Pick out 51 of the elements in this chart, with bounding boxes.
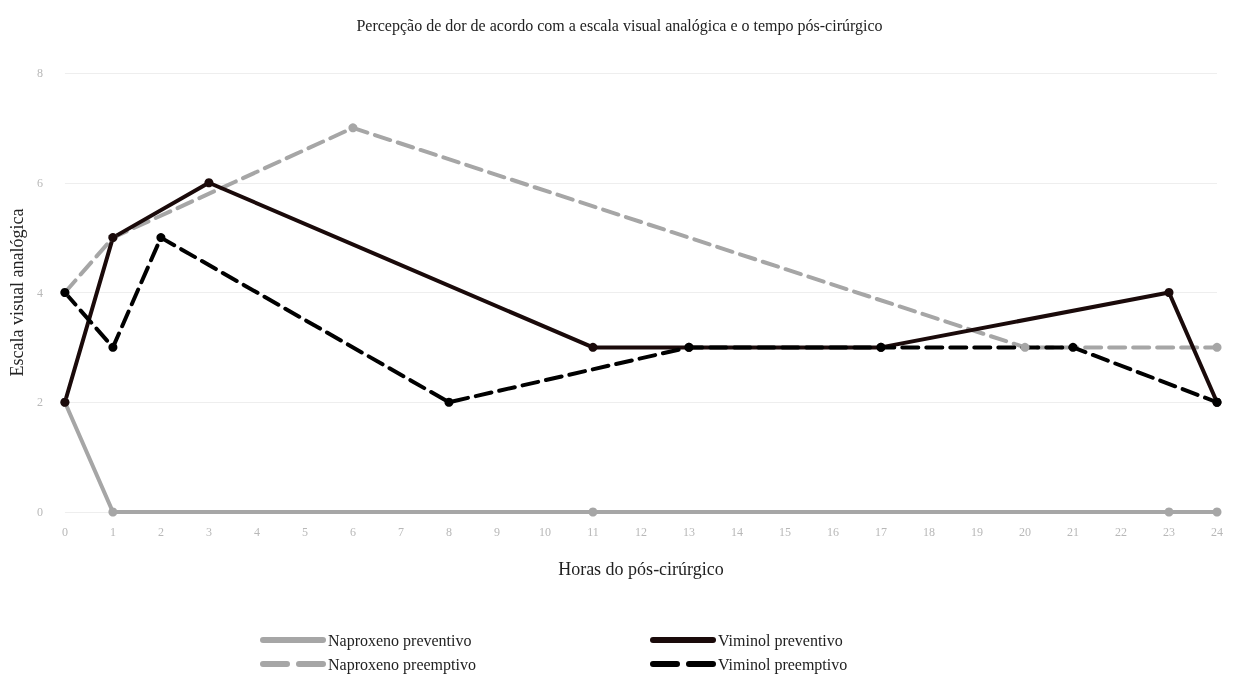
x-tick-label: 14 bbox=[730, 525, 743, 539]
x-tick-label: 22 bbox=[1114, 525, 1127, 539]
x-tick-label: 13 bbox=[682, 525, 695, 539]
x-tick-label: 0 bbox=[61, 525, 68, 539]
x-tick-label: 24 bbox=[1211, 525, 1223, 539]
x-tick-label: 23 bbox=[1163, 525, 1175, 539]
x-tick-label: 7 bbox=[397, 525, 404, 539]
x-tick-label: 8 bbox=[445, 525, 452, 539]
point bbox=[1164, 288, 1174, 297]
x-tick-label: 18 bbox=[922, 525, 935, 539]
x-tick-label: 17 bbox=[874, 525, 887, 539]
x-tick-label: 3 bbox=[205, 525, 212, 539]
x-tick-label: 20 bbox=[1018, 525, 1031, 539]
point bbox=[1212, 342, 1222, 352]
y-axis-title: Escala visual analógica bbox=[7, 208, 27, 377]
point bbox=[108, 507, 118, 517]
point bbox=[444, 397, 454, 407]
x-axis-title: Horas do pós-cirúrgico bbox=[558, 559, 724, 579]
point bbox=[1164, 507, 1174, 517]
y-tick-label: 0 bbox=[36, 505, 43, 519]
x-tick-label: 19 bbox=[970, 525, 983, 539]
point bbox=[588, 342, 598, 352]
point bbox=[1212, 507, 1222, 517]
x-tick-label: 2 bbox=[157, 525, 164, 539]
x-tick-label: 21 bbox=[1066, 525, 1079, 539]
x-tick-label: 1 bbox=[109, 525, 116, 539]
legend-label: Naproxeno preventivo bbox=[328, 631, 472, 650]
y-tick-label: 2 bbox=[36, 395, 43, 410]
x-tick-label: 10 bbox=[538, 525, 551, 539]
point bbox=[1068, 342, 1078, 352]
point bbox=[1020, 342, 1030, 352]
chart-title: Percepção de dor de acordo com a escala visual analógica e o tempo pós-cirúrgico bbox=[356, 16, 883, 35]
legend-label: Viminol preemptivo bbox=[718, 655, 848, 674]
x-tick-label: 9 bbox=[493, 525, 500, 539]
point bbox=[348, 123, 358, 133]
y-tick-label: 6 bbox=[36, 175, 43, 190]
y-tick-label: 8 bbox=[36, 66, 43, 80]
y-tick-label: 4 bbox=[36, 285, 43, 300]
point bbox=[156, 233, 166, 243]
x-tick-label: 6 bbox=[349, 525, 356, 539]
legend-label: Viminol preventivo bbox=[718, 631, 843, 650]
point bbox=[588, 507, 598, 517]
x-tick-label: 15 bbox=[778, 525, 791, 539]
point bbox=[204, 178, 214, 188]
x-tick-label: 5 bbox=[301, 525, 308, 539]
legend-label: Naproxeno preemptivo bbox=[328, 655, 476, 674]
x-tick-label: 16 bbox=[826, 525, 839, 539]
x-tick-label: 12 bbox=[634, 525, 647, 539]
point bbox=[108, 342, 118, 352]
x-tick-label: 4 bbox=[253, 525, 260, 539]
x-tick-label: 11 bbox=[587, 525, 599, 539]
